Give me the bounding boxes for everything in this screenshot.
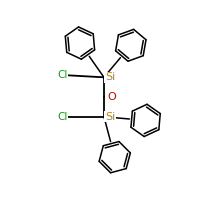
Text: O: O [107, 92, 116, 102]
Text: Cl: Cl [57, 112, 67, 122]
Text: Si: Si [105, 112, 115, 122]
Text: Cl: Cl [57, 70, 67, 80]
Text: Si: Si [105, 72, 115, 82]
